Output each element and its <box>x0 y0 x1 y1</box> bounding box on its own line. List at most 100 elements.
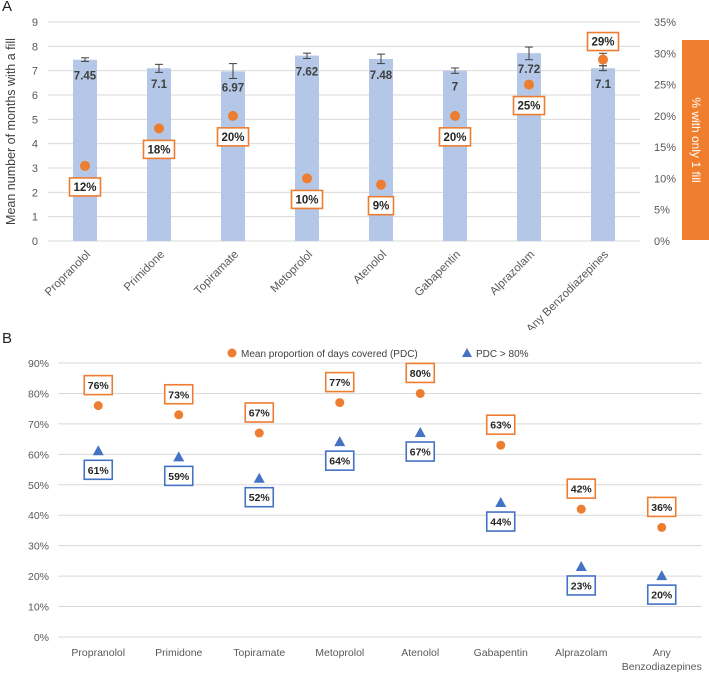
chart-a: 0 1 2 3 4 5 6 7 8 9 0% 5% 10% 15% 20% 25% 30% 35% Mean num… <box>4 17 676 330</box>
bar-value-label: 7 <box>452 82 458 94</box>
y-tick-label: 30% <box>28 541 49 553</box>
legend-label-pdc80: PDC > 80% <box>476 349 529 360</box>
y-tick-label: 8 <box>32 41 38 53</box>
y2-tick-label: 10% <box>654 173 676 185</box>
pdc-label-box <box>244 402 275 423</box>
pdc80-label-box <box>324 450 355 471</box>
pdc80-marker <box>495 497 507 508</box>
x-tick-label: Primidone <box>155 647 202 659</box>
y2-tick-label: 30% <box>654 48 676 60</box>
pdc80-marker <box>173 451 185 462</box>
pdc80-value-label: 23% <box>571 580 593 592</box>
y2-tick-label: 35% <box>654 17 676 29</box>
y2-tick-label: 25% <box>654 80 676 92</box>
y-tick-label: 9 <box>32 17 38 29</box>
x-tick-label: Any Benzodiazepines <box>524 248 611 330</box>
pdc-value-label: 42% <box>571 484 593 496</box>
bar-value-label: 7.1 <box>595 79 612 91</box>
point-marker <box>376 179 386 190</box>
pdc80-value-label: 52% <box>249 492 271 504</box>
pdc-marker <box>254 428 264 438</box>
legend-marker-pdc80 <box>462 348 472 357</box>
pdc80-marker <box>334 436 346 447</box>
panel-b-label: B <box>2 330 13 347</box>
y-tick-label: 0% <box>34 632 49 644</box>
chart-b: Mean proportion of days covered (PDC) PDC… <box>28 348 702 673</box>
point-value-label: 20% <box>443 132 466 144</box>
pdc80-marker <box>575 560 587 571</box>
x-tick-label: Topiramate <box>192 249 241 298</box>
y-tick-label: 20% <box>28 571 49 583</box>
pdc-label-box <box>485 414 516 435</box>
x-tick-label: Propranolol <box>71 647 125 659</box>
pdc80-marker <box>656 570 668 581</box>
point-label-box <box>68 177 102 197</box>
pdc80-label-box <box>244 486 275 508</box>
pdc-value-label: 73% <box>168 389 190 401</box>
pdc-marker <box>496 440 506 450</box>
x-tick-label: Any <box>653 647 672 659</box>
bar-value-label: 6.97 <box>222 82 244 94</box>
pdc-label-box <box>83 374 114 396</box>
bar <box>221 71 245 241</box>
y2-tick-label: 5% <box>654 205 670 217</box>
point-value-label: 9% <box>373 201 390 213</box>
y-tick-label: 50% <box>28 480 49 492</box>
legend-marker-pdc <box>227 348 237 358</box>
y-tick-label: 0 <box>32 236 38 248</box>
pdc80-value-label: 64% <box>329 456 351 468</box>
y-axis-title: Mean number of months with a fill <box>4 38 18 225</box>
x-tick-label: Gabapentin <box>413 249 464 300</box>
point-label-box <box>367 195 395 216</box>
pdc80-label-box <box>646 584 677 605</box>
pdc-value-label: 77% <box>329 377 351 389</box>
pdc80-label-box <box>566 575 597 596</box>
x-tick-label: Primidone <box>122 249 167 294</box>
pdc-marker <box>576 504 586 514</box>
y-tick-label: 5 <box>32 114 38 126</box>
bar <box>443 70 467 242</box>
x-tick-label: Alprazolam <box>488 249 537 298</box>
bar-value-label: 7.62 <box>296 67 318 79</box>
pdc80-marker <box>414 427 426 438</box>
bar <box>295 55 319 241</box>
x-tick-label: Alprazolam <box>555 647 608 659</box>
point-marker <box>228 110 238 121</box>
y-tick-label: 7 <box>32 66 38 78</box>
pdc-value-label: 80% <box>410 368 432 380</box>
x-tick-label: Gabapentin <box>474 647 528 659</box>
point-marker <box>524 79 534 90</box>
y2-tick-label: 0% <box>654 236 670 248</box>
pdc80-marker <box>253 472 265 483</box>
pdc-marker <box>657 522 667 532</box>
y2-axis-title-badge: % with only 1 fill <box>682 40 709 240</box>
pdc-label-box <box>163 383 194 405</box>
point-value-label: 20% <box>221 132 244 144</box>
pdc-value-label: 67% <box>249 408 271 420</box>
bar <box>591 68 615 241</box>
pdc80-label-box <box>485 511 516 532</box>
pdc-marker <box>415 388 425 398</box>
pdc-value-label: 76% <box>88 380 110 392</box>
y-tick-label: 40% <box>28 510 49 522</box>
pdc-label-box <box>324 371 355 393</box>
point-marker <box>80 160 90 171</box>
y2-axis-title: % with only 1 fill <box>688 97 703 183</box>
point-marker <box>598 54 608 65</box>
y-tick-label: 10% <box>28 602 49 614</box>
pdc80-label-box <box>83 459 114 481</box>
point-value-label: 12% <box>73 182 96 194</box>
point-value-label: 18% <box>147 144 170 156</box>
pdc80-label-box <box>163 465 194 487</box>
pdc80-value-label: 61% <box>88 465 110 477</box>
point-value-label: 25% <box>517 101 540 113</box>
bar-value-label: 7.48 <box>370 70 393 82</box>
pdc-marker <box>93 401 103 411</box>
x-tick-label: Atenolol <box>351 249 389 287</box>
bar-value-label: 7.72 <box>518 64 540 76</box>
y2-tick-label: 20% <box>654 111 676 123</box>
x-tick-label: Topiramate <box>233 647 285 659</box>
bar-value-label: 7.45 <box>74 71 97 83</box>
x-tick-label: Propranolol <box>43 249 93 299</box>
